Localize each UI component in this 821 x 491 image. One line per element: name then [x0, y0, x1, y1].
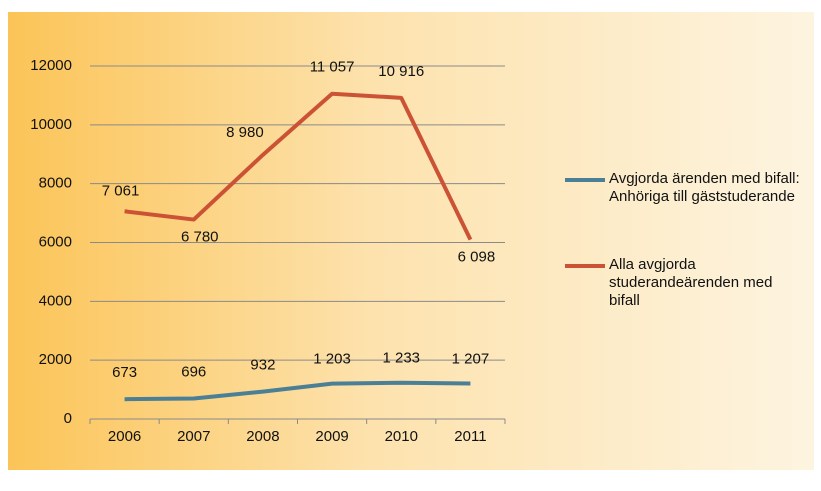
data-label: 673	[112, 364, 137, 381]
legend-label: Alla avgjorda studerandeärenden med bifa…	[609, 256, 773, 309]
data-label: 11 057	[310, 59, 355, 76]
background	[8, 12, 814, 470]
data-label: 7 061	[102, 182, 140, 199]
legend-swatch	[565, 178, 605, 182]
data-label: 8 980	[226, 124, 264, 141]
y-tick-label: 6000	[39, 233, 72, 250]
legend-label: Avgjorda ärenden med bifall: Anhöriga ti…	[609, 170, 800, 205]
y-tick-label: 8000	[39, 175, 72, 192]
series-line	[124, 380, 471, 402]
x-tick-label: 2006	[108, 428, 141, 445]
series-line	[124, 91, 473, 241]
y-tick-label: 2000	[39, 351, 72, 368]
y-tick-label: 4000	[39, 292, 72, 309]
data-label: 6 098	[458, 249, 496, 266]
data-label: 1 203	[313, 351, 351, 368]
data-label: 10 916	[378, 63, 424, 80]
x-tick-label: 2010	[385, 428, 418, 445]
y-tick-label: 0	[64, 410, 72, 427]
x-tick-label: 2008	[246, 428, 279, 445]
y-tick-label: 10000	[30, 116, 72, 133]
x-tick-label: 2007	[177, 428, 210, 445]
x-tick-label: 2009	[315, 428, 348, 445]
legend-swatch	[565, 264, 605, 268]
y-tick-label: 12000	[30, 57, 72, 74]
legend-entry: Alla avgjorda studerandeärenden med bifa…	[565, 256, 805, 310]
legend-entry: Avgjorda ärenden med bifall: Anhöriga ti…	[565, 170, 805, 206]
data-label: 1 207	[452, 350, 490, 367]
data-label: 1 233	[382, 350, 420, 367]
data-label: 696	[181, 363, 206, 380]
data-label: 932	[250, 357, 275, 374]
data-label: 6 780	[181, 229, 219, 246]
x-tick-label: 2011	[454, 428, 486, 445]
